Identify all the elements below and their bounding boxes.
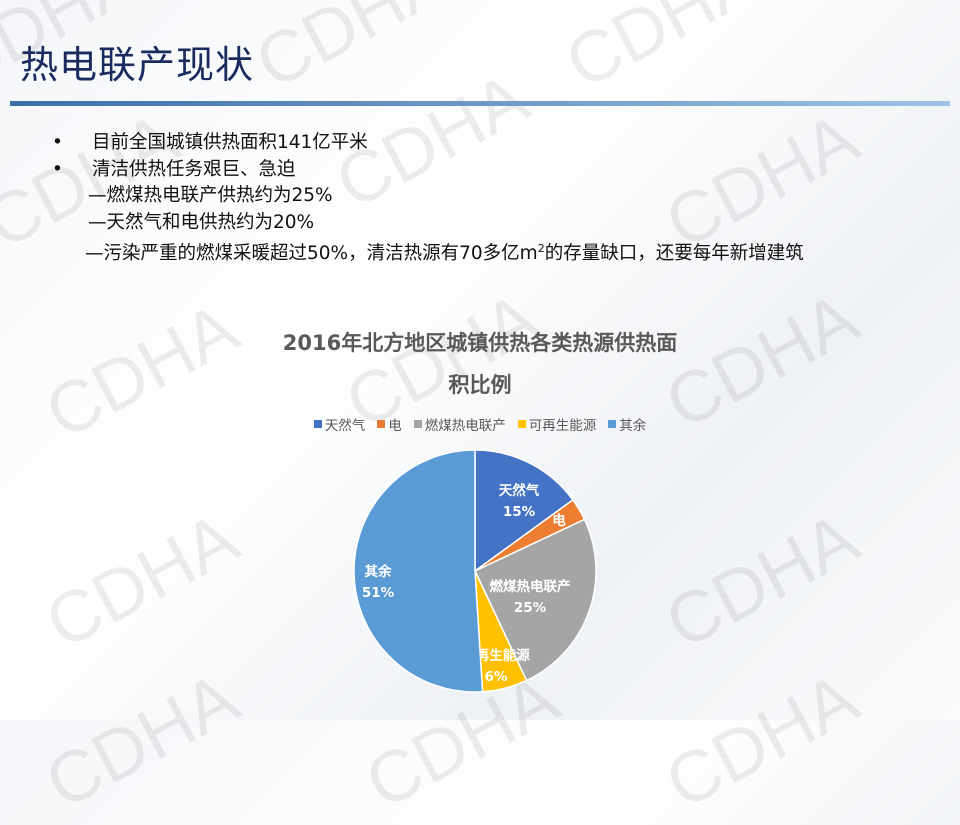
legend-label: 其余 (619, 418, 647, 434)
legend-item: 燃煤热电联产 (413, 414, 506, 434)
pie-category-label: 其余 (365, 563, 392, 580)
legend-label: 电 (388, 418, 402, 434)
pie-value-label: 25% (514, 600, 547, 616)
bullet-marker: • (52, 158, 63, 180)
pie-slice (474, 518, 597, 682)
pie-category-label: 天然气 (499, 482, 540, 499)
title-divider (10, 101, 950, 106)
pie-value-label: 6% (485, 669, 508, 685)
bullet-text: 清洁供热任务艰巨、急迫 (92, 158, 296, 180)
pie-slice (353, 449, 484, 693)
bullet-marker: • (52, 132, 63, 153)
sub-item: —天然气和电供热约为20% (88, 211, 315, 233)
pie-slice (474, 449, 574, 573)
legend-item: 电 (377, 414, 402, 434)
legend-swatch (377, 420, 386, 428)
legend-item: 可再生能源 (517, 414, 597, 434)
legend-label: 天然气 (324, 418, 366, 434)
legend-item: 天然气 (313, 414, 366, 434)
legend-swatch (413, 420, 422, 428)
legend-swatch (608, 420, 617, 428)
legend-item: 其余 (608, 414, 646, 434)
bullet-text: 目前全国城镇供热面积141亿平米 (92, 132, 368, 153)
chart-legend: 天然气 电 燃煤热电联产 可再生能源 其余 (0, 414, 960, 434)
page-title: 热电联产现状 (20, 43, 255, 87)
sub-item: —燃煤热电联产供热约为25% (88, 185, 333, 206)
pie-category-label: 燃煤热电联产 (490, 578, 571, 595)
legend-swatch (517, 420, 526, 428)
sub-item: —污染严重的燃煤采暖超过50%，清洁热源有70多亿m2的存量缺口，还要每年新增建… (85, 242, 804, 265)
legend-label: 燃煤热电联产 (424, 418, 506, 434)
legend-label: 可再生能源 (528, 418, 597, 434)
bullet-item: • 目前全国城镇供热面积141亿平米 (52, 130, 952, 157)
legend-swatch (313, 420, 322, 428)
pie-value-label: 51% (362, 585, 395, 601)
pie-value-label: 15% (503, 504, 536, 520)
chart-title: 2016年北方地区城镇供热各类热源供热面 积比例 (282, 331, 678, 397)
bullet-list: • 目前全国城镇供热面积141亿平米 • 清洁供热任务艰巨、急迫 —燃煤热电联产供热… (52, 130, 952, 268)
pie-category-label: 电 (552, 512, 566, 529)
bullet-item: • 清洁供热任务艰巨、急迫 (52, 157, 952, 184)
